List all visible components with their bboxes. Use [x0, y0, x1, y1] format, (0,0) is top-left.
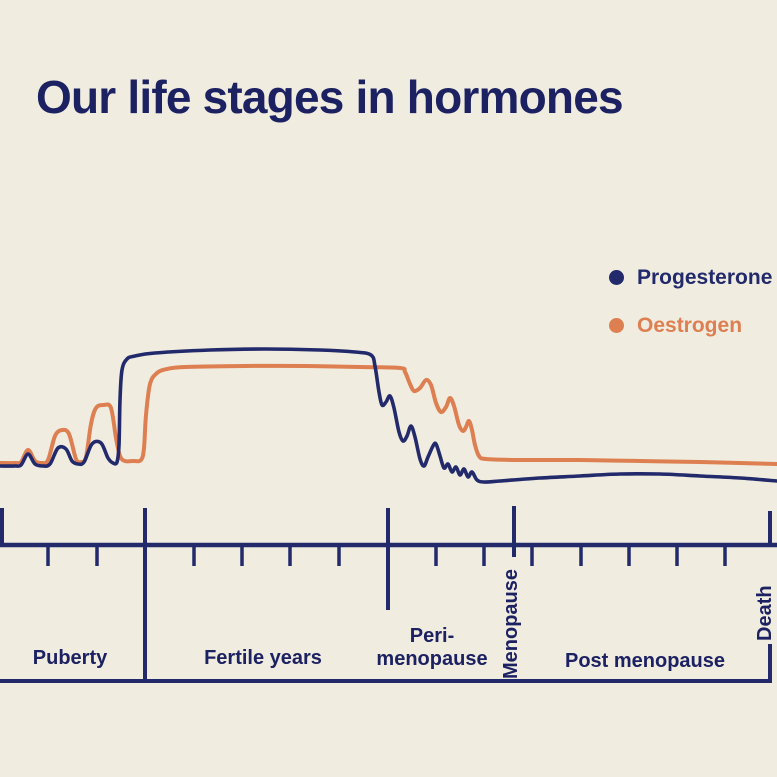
stage-label-peri-menopause: Peri- menopause [376, 625, 487, 671]
progesterone-dot-icon [609, 269, 624, 285]
stage-label-puberty: Puberty [32, 647, 108, 669]
legend-item-oestrogen: Oestrogen [609, 312, 772, 338]
stage-label-menopause: Menopause [500, 568, 522, 679]
hormone-curves [0, 347, 777, 484]
oestrogen-dot-icon [609, 317, 624, 333]
legend-item-progesterone: Progesterone [609, 264, 772, 290]
timeline-axis [0, 506, 777, 683]
stage-label-post-menopause: Post menopause [564, 650, 726, 672]
stage-label-death: Death [754, 585, 776, 641]
progesterone-curve [0, 347, 777, 484]
stage-label-fertile-years: Fertile years [204, 647, 322, 669]
oestrogen-curve [0, 363, 777, 466]
legend-label-oestrogen: Oestrogen [637, 313, 743, 337]
legend: Progesterone Oestrogen [609, 264, 772, 360]
page-title: Our life stages in hormones [36, 71, 624, 123]
stage-label-peri-line1: Peri- [409, 625, 455, 647]
stage-label-peri-line2: menopause [376, 648, 488, 670]
legend-label-progesterone: Progesterone [637, 265, 773, 289]
